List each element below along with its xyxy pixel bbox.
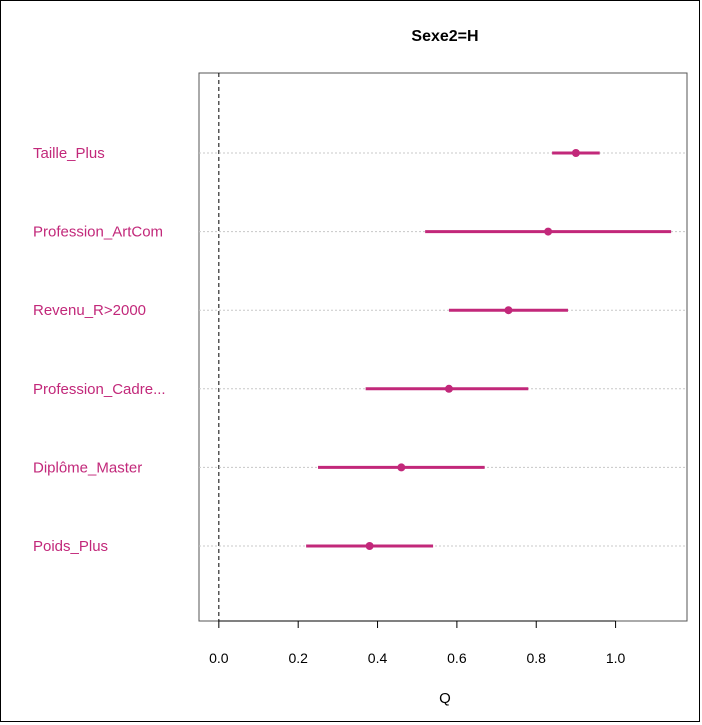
estimate-point <box>571 149 580 157</box>
category-label: Poids_Plus <box>33 538 108 555</box>
x-tick-label: 1.0 <box>606 650 626 666</box>
x-axis-label: Q <box>439 690 451 707</box>
chart-title: Sexe2=H <box>411 28 478 45</box>
x-tick-label: 0.0 <box>209 650 229 666</box>
category-label: Profession_Cadre... <box>33 381 166 398</box>
x-tick-label: 0.2 <box>288 650 308 666</box>
plot-area <box>198 72 688 622</box>
x-tick-label: 0.8 <box>527 650 547 666</box>
category-label: Revenu_R>2000 <box>33 302 146 319</box>
estimate-point <box>397 463 406 472</box>
estimate-point <box>504 306 513 315</box>
estimate-point <box>444 384 453 393</box>
category-label: Taille_Plus <box>33 145 105 162</box>
x-tick-label: 0.6 <box>447 650 467 666</box>
x-tick-label: 0.4 <box>368 650 388 666</box>
category-label: Diplôme_Master <box>33 459 142 476</box>
estimate-point <box>365 542 374 550</box>
category-label: Profession_ArtCom <box>33 224 163 241</box>
estimate-point <box>544 227 553 236</box>
